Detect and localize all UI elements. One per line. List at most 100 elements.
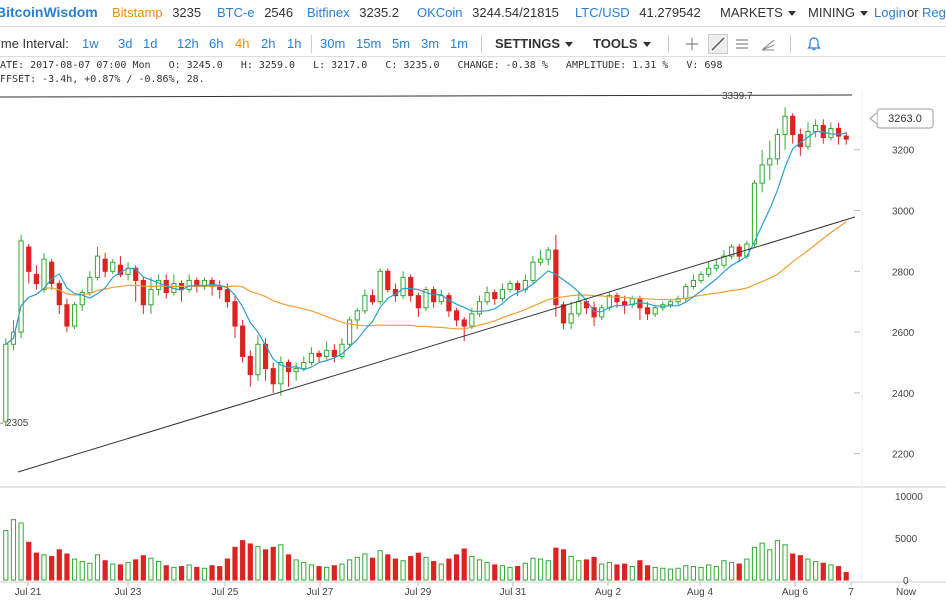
x-tick-label: Jul 21 [15,587,42,598]
volume-bar [117,564,124,581]
interval-12h[interactable]: 12h [177,36,199,51]
volume-bar [247,543,253,581]
volume-bar [560,549,567,581]
ma-fast-line [5,130,847,371]
exchange-btce[interactable]: BTC-e 2546 [217,5,293,20]
candle-body [790,115,796,136]
login-link[interactable]: Login [874,5,906,20]
exchange-okcoin[interactable]: OKCoin 3244.54/21815 [417,5,559,20]
candle-body [660,304,666,309]
interval-15m[interactable]: 15m [356,36,382,51]
candle-body [87,276,93,294]
bell-icon[interactable] [806,36,822,52]
candle-body [606,295,612,309]
volume-bar [278,544,284,581]
volume-bar [171,566,177,581]
candle-body [301,362,307,370]
mining-menu[interactable]: MINING [808,5,868,20]
candle-body [41,258,47,291]
x-tick-label: Now [896,587,917,598]
candlestick-series [3,107,849,427]
exchange-name[interactable]: Bitstamp [112,5,163,20]
candle-body [156,279,162,291]
candle-body [293,368,299,373]
candle-body [515,282,521,291]
exchange-name[interactable]: OKCoin [417,5,463,20]
interval-3m[interactable]: 3m [421,36,440,51]
exchange-bitfinex[interactable]: Bitfinex 3235.2 [307,5,399,20]
volume-bar [774,540,781,581]
exchange-name[interactable]: BTC-e [217,5,255,20]
tools-menu[interactable]: TOOLS [593,36,651,51]
horizontal-lines-icon[interactable] [734,36,750,52]
interval-1w[interactable]: 1w [82,36,99,51]
mining-label[interactable]: MINING [808,5,855,20]
interval-1h[interactable]: 1h [287,36,302,51]
candle-body [568,313,574,324]
volume-bar [285,554,292,581]
exchange-name[interactable]: LTC/USD [575,5,630,20]
candle-body [163,279,169,294]
volume-bar [782,544,788,581]
chart-toolbar: ime Interval: 1w 3d 1d 12h 6h 4h 2h 1h 3… [0,30,946,57]
price-tick-label: 3200 [892,146,915,157]
brand-logo[interactable]: BitcoinWisdom [0,4,98,20]
volume-bar [530,557,536,581]
trend-line-icon[interactable] [708,34,728,54]
candle-body [767,158,773,166]
candle-body [385,270,391,291]
x-tick-label: Aug 6 [782,587,809,598]
volume-bar [56,549,62,581]
candle-body [499,289,505,300]
interval-4h[interactable]: 4h [235,36,250,51]
volume-bar [667,568,674,581]
x-tick-label: Jul 27 [307,587,334,598]
volume-bar [843,571,849,581]
candle-body [614,295,620,303]
interval-1m[interactable]: 1m [450,36,469,51]
markets-menu[interactable]: MARKETS [720,5,796,20]
ma-slow-line [5,221,847,345]
current-price-label: 3263.0 [888,113,922,125]
interval-2h[interactable]: 2h [261,36,276,51]
volume-bar [209,565,215,581]
settings-menu[interactable]: SETTINGS [495,36,574,51]
volume-bar [591,556,597,581]
candle-body [637,298,643,309]
volume-bar [438,563,444,581]
crosshair-icon[interactable] [684,36,700,52]
candle-body [71,304,78,327]
candle-body [820,124,826,139]
interval-3d[interactable]: 3d [118,36,133,51]
volume-tick-label: 0 [903,576,909,587]
x-tick-label: 7 [848,587,854,598]
interval-30m[interactable]: 30m [320,36,346,51]
volume-bar [713,566,719,581]
volume-bar [316,566,322,581]
interval-5m[interactable]: 5m [392,36,411,51]
markets-label[interactable]: MARKETS [720,5,783,20]
candle-body [324,349,330,357]
candle-body [278,362,284,385]
fibonacci-icon[interactable] [760,36,776,52]
candle-body [408,276,414,297]
low-price-label: - 2305 [0,418,29,429]
candle-body [392,289,399,297]
exchange-ltcusd[interactable]: LTC/USD 41.279542 [575,5,701,20]
candle-body [453,310,460,321]
volume-bar [721,560,727,581]
interval-1d[interactable]: 1d [143,36,158,51]
candle-body [553,249,559,306]
candle-body [18,240,24,333]
volume-bar [431,561,437,581]
tools-label[interactable]: TOOLS [593,36,638,51]
candle-body [377,270,383,303]
exchange-bitstamp[interactable]: Bitstamp 3235 [112,5,201,20]
interval-6h[interactable]: 6h [209,36,224,51]
candle-body [110,261,116,272]
settings-label[interactable]: SETTINGS [495,36,561,51]
exchange-name[interactable]: Bitfinex [307,5,350,20]
volume-bar [301,561,307,581]
